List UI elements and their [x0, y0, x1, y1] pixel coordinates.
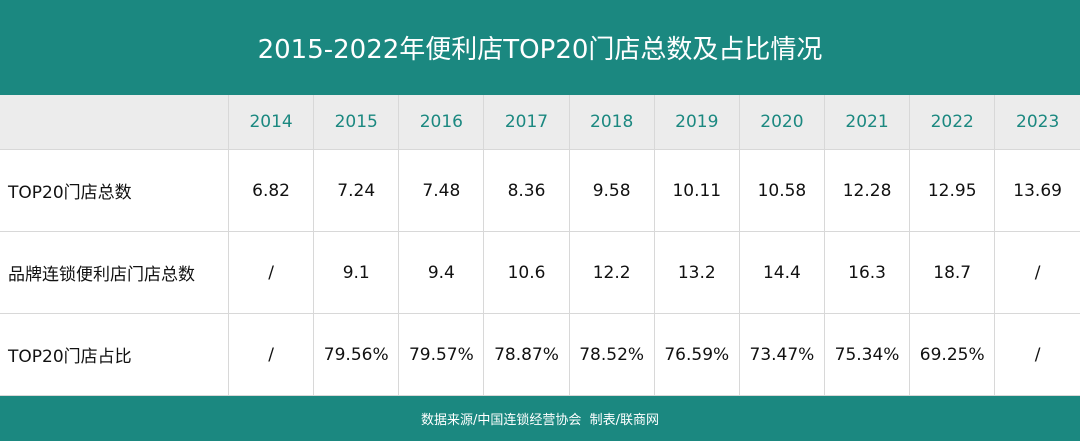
table-cell: 13.69 [994, 149, 1080, 232]
table-cell: 10.6 [483, 231, 570, 314]
corner-cell [0, 95, 229, 150]
data-table: 2014 2015 2016 2017 2018 2019 2020 2021 2022 2023… [0, 95, 1080, 396]
table-cell: 12.28 [823, 149, 910, 232]
table-cell: 10.58 [738, 149, 825, 232]
table-cell: 16.3 [823, 231, 910, 314]
row-label: 品牌连锁便利店门店总数 [0, 231, 229, 314]
table-row: TOP20门店占比/79.56% 79.57% 78.87% 78.52% 76.59%… [0, 313, 1080, 396]
column-header: 2014 [227, 95, 314, 150]
table-cell: / [227, 231, 314, 314]
table-cell: 78.52% [568, 313, 655, 396]
table-cell: 9.58 [568, 149, 655, 232]
table-cell: 14.4 [738, 231, 825, 314]
row-label: TOP20门店总数 [0, 149, 229, 232]
column-header: 2018 [568, 95, 655, 150]
table-cell: 8.36 [483, 149, 570, 232]
column-header: 2019 [653, 95, 740, 150]
table-cell: 9.4 [398, 231, 484, 314]
footer: 数据来源/中国连锁经营协会 制表/联商网 [0, 396, 1080, 441]
table-cell: 12.2 [568, 231, 655, 314]
table-cell: 73.47% [738, 313, 825, 396]
table-cell: 79.56% [313, 313, 399, 396]
table-cell: 7.24 [313, 149, 399, 232]
column-header: 2016 [398, 95, 484, 150]
header-row: 2014 2015 2016 2017 2018 2019 2020 2021 2022 2023 [0, 95, 1080, 150]
column-header: 2017 [483, 95, 570, 150]
table-cell: / [227, 313, 314, 396]
table-cell: 76.59% [653, 313, 740, 396]
table-row: 品牌连锁便利店门店总数/9.1 9.4 10.6 12.2 13.2 14.4 16.3 18… [0, 231, 1080, 314]
table-row: TOP20门店总数 6.82 7.24 7.48 8.36 9.58 10.11 10.58 1… [0, 149, 1080, 232]
column-header: 2022 [909, 95, 995, 150]
table-cell: 13.2 [653, 231, 740, 314]
table-cell: 7.48 [398, 149, 484, 232]
table-cell: / [994, 313, 1080, 396]
table-cell: / [994, 231, 1080, 314]
table-cell: 18.7 [909, 231, 995, 314]
column-header: 2015 [313, 95, 399, 150]
column-header: 2023 [994, 95, 1080, 150]
table-cell: 79.57% [398, 313, 484, 396]
table-cell: 9.1 [313, 231, 399, 314]
table-cell: 10.11 [653, 149, 740, 232]
title: 2015-2022年便利店TOP20门店总数及占比情况 [0, 0, 1080, 95]
table-cell: 6.82 [227, 149, 314, 232]
column-header: 2020 [738, 95, 825, 150]
table-cell: 12.95 [909, 149, 995, 232]
table-cell: 69.25% [909, 313, 995, 396]
table-cell: 75.34% [823, 313, 910, 396]
row-label: TOP20门店占比 [0, 313, 229, 396]
column-header: 2021 [823, 95, 910, 150]
table-cell: 78.87% [483, 313, 570, 396]
